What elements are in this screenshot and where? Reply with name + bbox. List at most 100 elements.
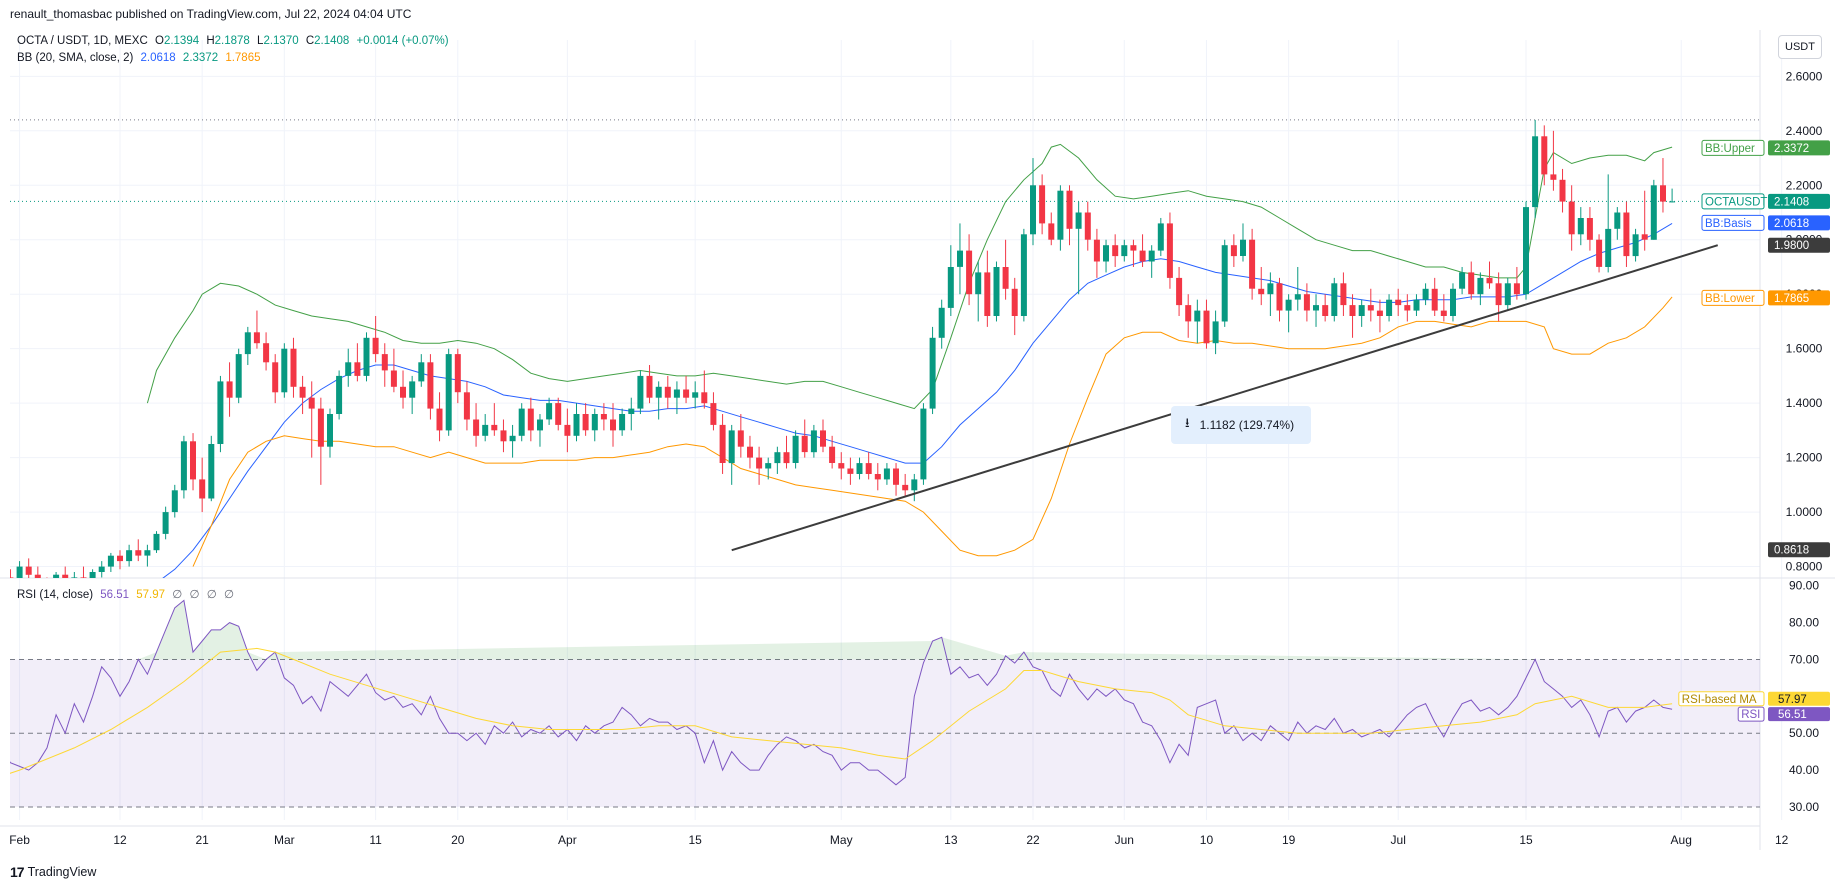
candle-body: [883, 468, 890, 480]
candle-body: [1322, 305, 1329, 316]
candle-body: [555, 403, 562, 425]
candle-body: [628, 408, 635, 414]
candle-body: [947, 267, 954, 308]
bb-legend[interactable]: BB (20, SMA, close, 2) 2.0618 2.3372 1.7…: [17, 52, 265, 64]
candle-body: [527, 408, 534, 431]
candle-body: [1523, 207, 1529, 295]
candle-body: [217, 381, 224, 444]
currency-button[interactable]: USDT: [1778, 35, 1822, 59]
candle-body: [1358, 305, 1365, 316]
candle-body: [683, 389, 690, 398]
candle-body: [235, 354, 242, 398]
candle-body: [1386, 299, 1393, 316]
price-tag-label-box: [1701, 214, 1765, 231]
candle-body: [1148, 250, 1155, 262]
candle-body: [1157, 223, 1164, 251]
tradingview-logo[interactable]: 17 TradingView: [10, 864, 96, 880]
candle-body: [619, 414, 626, 431]
candle-body: [911, 479, 918, 491]
candle-body: [354, 362, 361, 376]
measure-tool-label[interactable]: ⭳ 1.1182 (129.74%): [1171, 406, 1311, 444]
time-axis-label: May: [830, 833, 853, 847]
time-axis-label: 20: [451, 833, 465, 847]
candle-body: [1596, 239, 1603, 267]
rsi-axis-label: 40.00: [1789, 763, 1819, 777]
rsi-extra-4: ∅: [223, 589, 234, 601]
candle-body: [10, 577, 14, 578]
candle-body: [418, 362, 425, 382]
candle-body: [1276, 283, 1283, 311]
candle-body: [1075, 212, 1082, 229]
price-tag-label-box: [1701, 139, 1765, 156]
candle-body: [856, 463, 863, 474]
candle-body: [938, 307, 945, 338]
candle-body: [1532, 136, 1539, 208]
candle-body: [1185, 305, 1192, 322]
rsi-tag-value: 57.97: [1778, 694, 1807, 706]
candle-body: [1303, 294, 1310, 311]
price-axis-label: 2.4000: [1786, 124, 1823, 138]
candle-body: [171, 490, 178, 513]
candle-body: [1258, 288, 1265, 295]
rsi-tag-label-box: [1678, 691, 1765, 707]
candle-body: [80, 577, 87, 578]
price-tag-box: [1768, 290, 1830, 306]
symbol-legend[interactable]: OCTA / USDT, 1D, MEXC O2.1394 H2.1878 L2…: [17, 35, 453, 47]
candle-body: [957, 250, 963, 267]
candle-body: [1331, 283, 1338, 316]
rsi-axis-label: 90.00: [1789, 579, 1819, 593]
rsi-extra-2: ∅: [189, 589, 200, 601]
candle-body: [975, 272, 982, 295]
candle-body: [409, 381, 416, 398]
candle-body: [1440, 310, 1447, 316]
rsi-pane: [10, 599, 1760, 808]
rsi-value: 56.51: [100, 589, 130, 601]
candle-body: [1176, 277, 1183, 306]
candle-body: [756, 457, 763, 469]
candle-body: [701, 392, 708, 404]
candle-body: [1084, 212, 1091, 240]
candle-body: [190, 441, 196, 480]
measure-icon: ⭳: [1185, 415, 1190, 430]
rsi-legend[interactable]: RSI (14, close) 56.51 57.97 ∅ ∅ ∅ ∅: [17, 587, 238, 601]
candle-body: [810, 430, 817, 453]
candle-body: [1550, 174, 1557, 180]
tv-logo-icon: 17: [10, 864, 25, 880]
candle-body: [1066, 190, 1073, 229]
price-tag-box: [1768, 237, 1830, 253]
bb-basis-value: 2.0618: [140, 52, 176, 64]
candle-body: [1121, 245, 1128, 257]
time-axis-label: 13: [944, 833, 958, 847]
bb-label: BB (20, SMA, close, 2): [17, 52, 134, 64]
candle-body: [345, 362, 352, 376]
candle-body: [308, 397, 315, 409]
rsi-extra-1: ∅: [172, 589, 183, 601]
candle-body: [993, 267, 1000, 316]
candle-body: [920, 408, 927, 480]
rsi-label: RSI (14, close): [17, 589, 94, 601]
candle-body: [792, 435, 799, 463]
candle-body: [728, 430, 735, 464]
rsi-ma-line: [10, 647, 1673, 774]
candle-body: [838, 463, 845, 469]
candle-body: [1112, 245, 1119, 257]
time-axis-label: Apr: [558, 833, 577, 847]
close-label: C: [305, 35, 315, 47]
candle-body: [929, 337, 936, 409]
candle-body: [445, 354, 452, 431]
candle-body: [1130, 245, 1137, 251]
candle-body: [363, 337, 370, 376]
logo-text: TradingView: [27, 865, 97, 879]
trendline: [731, 244, 1719, 552]
rsi-tag-box: [1768, 707, 1830, 722]
candle-body: [1221, 245, 1228, 322]
candle-body: [537, 419, 543, 431]
candle-body: [299, 386, 306, 398]
candle-body: [400, 386, 406, 398]
candle-body: [874, 474, 881, 480]
candle-body: [1614, 212, 1621, 229]
candle-body: [153, 533, 160, 551]
candle-body: [509, 435, 516, 442]
time-axis-label: Aug: [1671, 833, 1692, 847]
